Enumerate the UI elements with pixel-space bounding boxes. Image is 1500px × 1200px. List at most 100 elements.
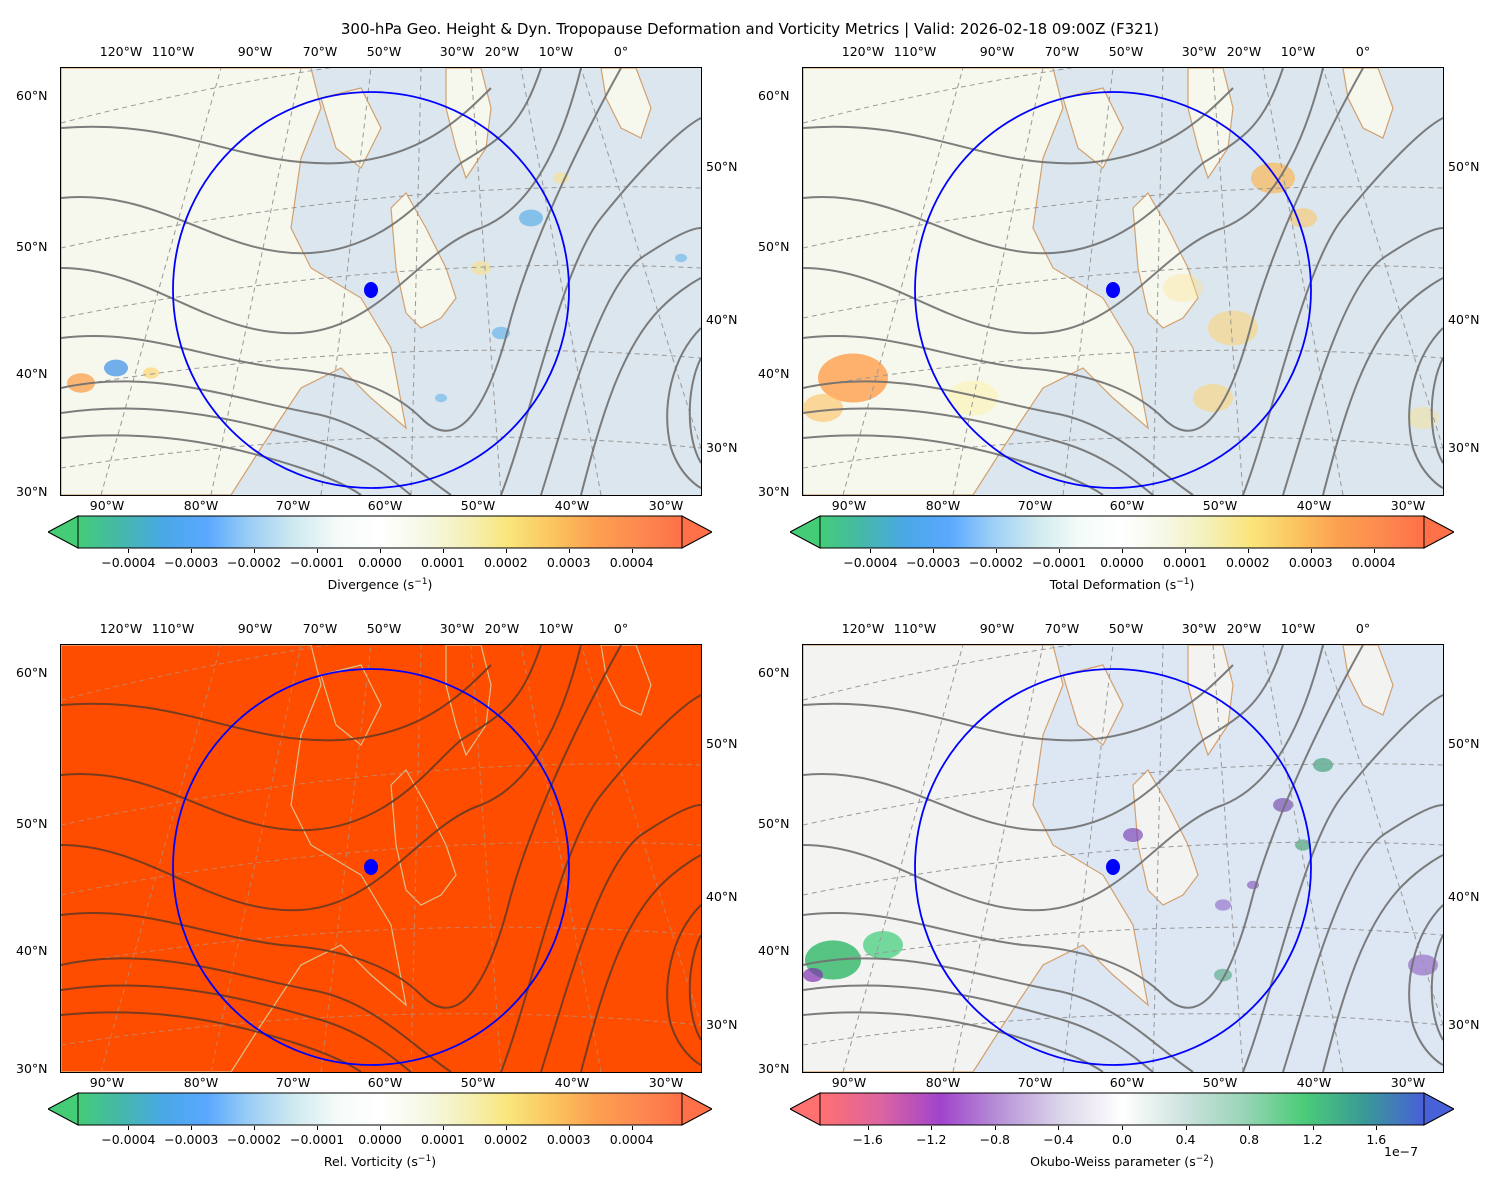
height-contour-line xyxy=(61,664,492,742)
colorbar-tick-label: 0.0000 xyxy=(1100,555,1144,570)
top-lon-label: 30°W xyxy=(1181,44,1217,59)
top-lon-label: 90°W xyxy=(979,44,1015,59)
height-contour-line xyxy=(1242,694,1443,1072)
left-lat-label: 60°N xyxy=(16,88,48,103)
colorbar-tick-label: −0.0001 xyxy=(289,555,345,570)
colorbar-tick-mark xyxy=(1376,1126,1378,1130)
colorbar-tick-mark xyxy=(568,1126,570,1130)
top-lon-label: 50°W xyxy=(1108,44,1144,59)
landmass xyxy=(1342,68,1394,139)
colorbar-tick-label: 0.0003 xyxy=(546,1132,591,1147)
right-lat-label: 40°N xyxy=(1448,312,1480,327)
field-anomaly xyxy=(675,253,687,263)
height-contour-line xyxy=(803,645,1364,1009)
colorbar-tick-mark xyxy=(1310,549,1312,553)
rel-vorticity-map xyxy=(60,644,702,1073)
colorbar-tick-mark xyxy=(1247,549,1249,553)
colorbar-tick-mark xyxy=(933,549,935,553)
bottom-lon-label: 80°W xyxy=(925,498,961,513)
top-lon-label: 110°W xyxy=(893,621,937,636)
colorbar-tick-mark xyxy=(317,1126,319,1130)
center-marker xyxy=(1106,282,1120,298)
colorbar-tick-mark xyxy=(996,549,998,553)
height-contour-line xyxy=(666,327,701,489)
colorbar-tick-label: −0.0003 xyxy=(164,1132,219,1147)
field-anomaly xyxy=(1208,310,1258,346)
top-lon-label: 50°W xyxy=(366,44,402,59)
bottom-lon-label: 80°W xyxy=(183,1075,219,1090)
left-lat-label: 40°N xyxy=(758,943,790,958)
height-contour-line xyxy=(803,664,1234,742)
colorbar-gradient xyxy=(77,1092,683,1126)
landmass xyxy=(1132,192,1199,329)
top-lon-label: 10°W xyxy=(1280,44,1316,59)
colorbar-tick-mark xyxy=(505,1126,507,1130)
colorbar-tick-label: −0.8 xyxy=(979,1132,1011,1147)
radius-circle xyxy=(914,91,1312,489)
colorbar-tick-mark xyxy=(568,549,570,553)
top-lon-label: 30°W xyxy=(439,44,475,59)
total-deformation-colorbar-label: Total Deformation (s−1) xyxy=(1050,577,1195,592)
colorbar-tick-label: −1.2 xyxy=(916,1132,947,1147)
colorbar-label-text: Rel. Vorticity (s xyxy=(323,1154,418,1170)
height-contour-line xyxy=(61,645,622,1009)
okubo-weiss-map xyxy=(802,644,1444,1073)
height-contour-line xyxy=(803,87,1234,165)
landmass xyxy=(61,645,407,1072)
height-contour-line xyxy=(61,984,412,1072)
top-lon-label: 30°W xyxy=(439,621,475,636)
height-contour-line xyxy=(1430,934,1443,1041)
top-lon-label: 0° xyxy=(613,44,629,59)
colorbar-extend-min xyxy=(788,515,821,549)
left-lat-label: 50°N xyxy=(16,816,48,831)
top-lon-label: 0° xyxy=(1355,44,1371,59)
radius-circle xyxy=(172,91,570,489)
colorbar-tick-label: 0.0004 xyxy=(1351,555,1396,570)
colorbar-tick-mark xyxy=(1249,1126,1251,1130)
top-lon-label: 120°W xyxy=(99,621,143,636)
landmass xyxy=(390,192,457,329)
colorbar-gradient xyxy=(77,515,683,549)
rel-vorticity-colorbar xyxy=(46,1092,714,1126)
colorbar-extend-max xyxy=(1423,1092,1456,1126)
field-anomaly xyxy=(803,968,823,982)
height-contours xyxy=(61,645,701,1072)
left-lat-label: 30°N xyxy=(16,1061,48,1076)
colorbar-tick-mark xyxy=(631,549,633,553)
height-contour-line xyxy=(803,68,1364,432)
bottom-lon-label: 40°W xyxy=(1296,1075,1332,1090)
right-lat-label: 50°N xyxy=(706,159,738,174)
field-anomaly xyxy=(1163,274,1203,302)
colorbar-tick-mark xyxy=(1373,549,1375,553)
bottom-lon-label: 30°W xyxy=(648,498,684,513)
right-lat-label: 30°N xyxy=(706,1017,738,1032)
height-contour-line xyxy=(61,380,452,495)
left-lat-label: 50°N xyxy=(758,816,790,831)
left-lat-label: 30°N xyxy=(16,484,48,499)
radius-circle xyxy=(914,668,1312,1066)
colorbar-tick-label: −1.6 xyxy=(852,1132,883,1147)
top-lon-label: 110°W xyxy=(151,621,195,636)
landmass xyxy=(600,645,652,716)
colorbar-tick-mark xyxy=(380,549,381,553)
left-lat-label: 60°N xyxy=(16,665,48,680)
right-lat-label: 30°N xyxy=(1448,440,1480,455)
colorbar-tick-label: −0.0002 xyxy=(227,1132,282,1147)
bottom-lon-label: 70°W xyxy=(275,1075,311,1090)
colorbar-extend-min xyxy=(788,1092,821,1126)
landmass xyxy=(1132,769,1199,906)
bottom-lon-label: 70°W xyxy=(1017,498,1053,513)
divergence-colorbar xyxy=(46,515,714,549)
colorbar-extend-max xyxy=(681,515,714,549)
height-contour-line xyxy=(540,804,701,1072)
height-contour-line xyxy=(688,934,701,1041)
height-contour-line xyxy=(803,984,1154,1072)
center-marker xyxy=(1106,859,1120,875)
colorbar-tick-mark xyxy=(191,549,193,553)
top-lon-label: 90°W xyxy=(237,44,273,59)
colorbar-extend-min xyxy=(46,1092,79,1126)
colorbar-tick-mark xyxy=(317,549,319,553)
top-lon-label: 20°W xyxy=(1226,44,1262,59)
colorbar-tick-label: 0.0002 xyxy=(1225,555,1270,570)
height-contour-line xyxy=(500,694,701,1072)
